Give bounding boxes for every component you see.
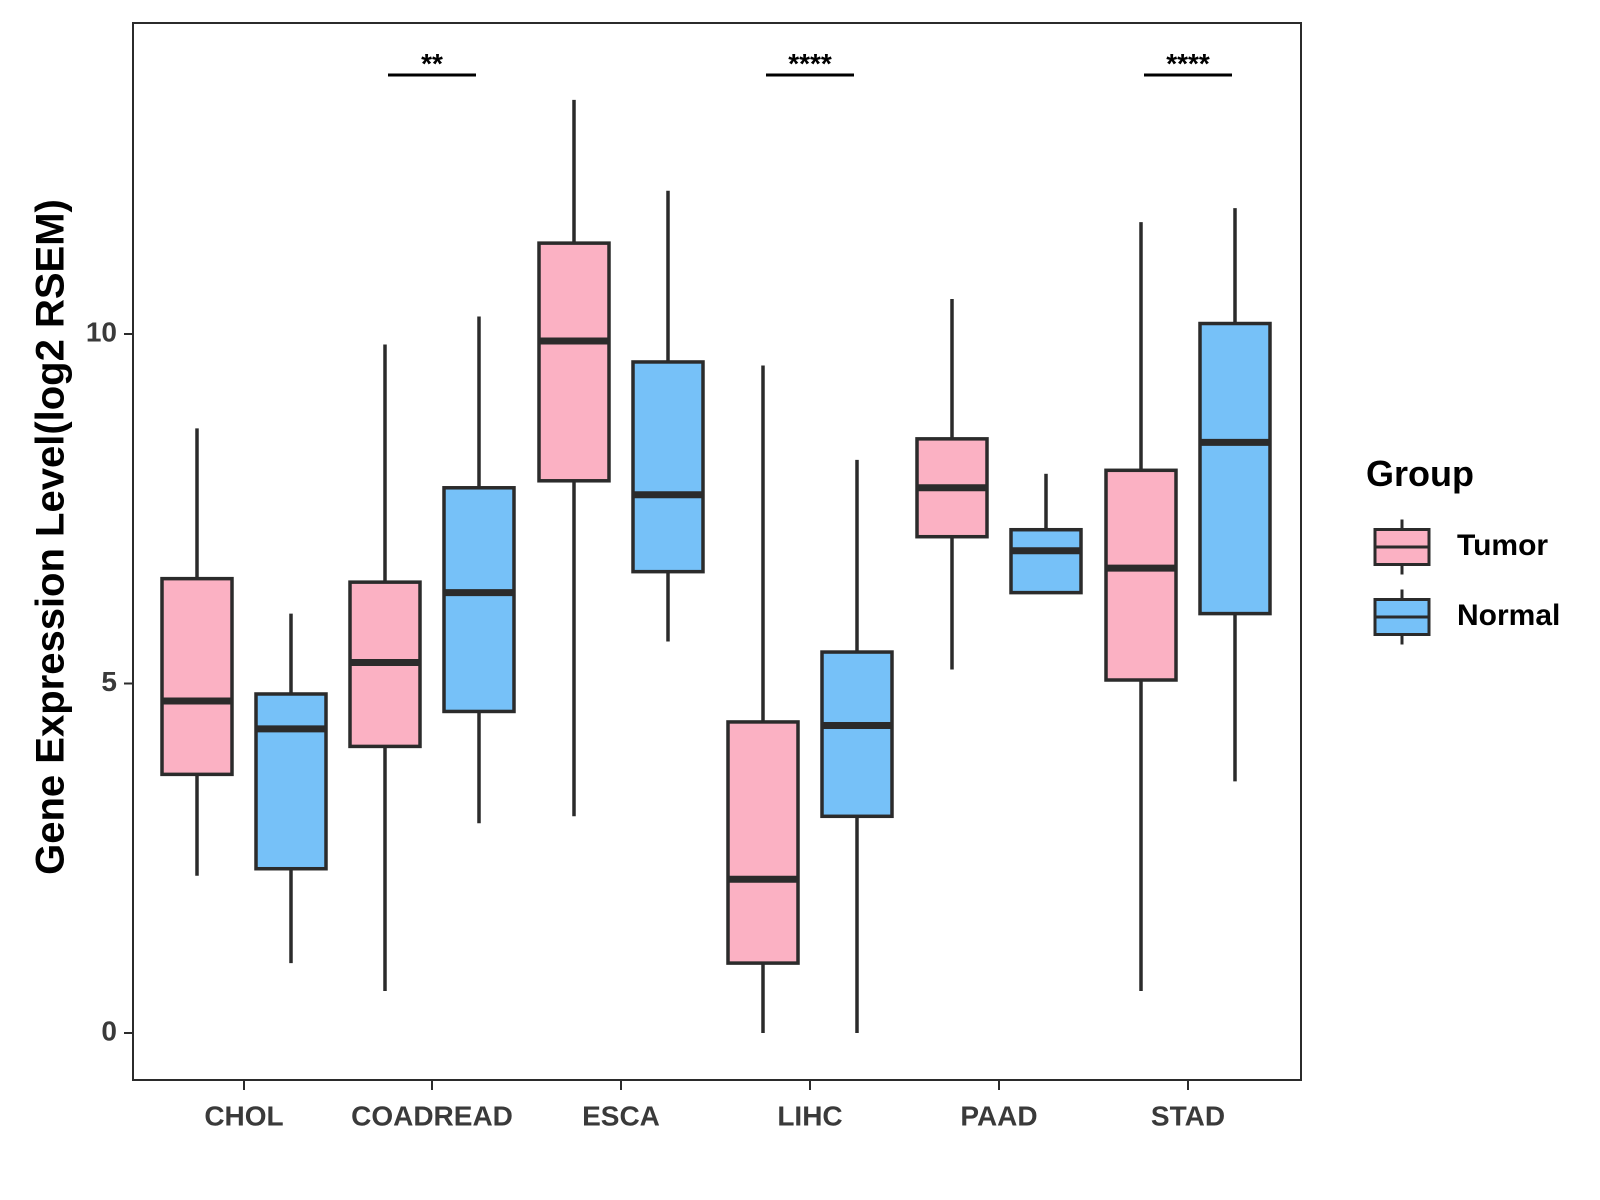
y-axis-title: Gene Expression Level(log2 RSEM)	[29, 199, 73, 875]
box-body	[254, 692, 328, 871]
legend-item-tumor: Tumor	[1373, 519, 1548, 575]
box-tumor-stad	[1104, 222, 1178, 992]
x-tick-label: STAD	[1151, 1100, 1225, 1131]
x-tick-label: CHOL	[204, 1100, 283, 1131]
box-tumor-paad	[915, 299, 989, 670]
box-body	[726, 720, 800, 965]
box-body	[631, 360, 705, 574]
box-body	[442, 486, 516, 714]
box-normal-paad	[1009, 473, 1083, 595]
box-tumor-lihc	[726, 365, 800, 1033]
box-normal-esca	[631, 190, 705, 642]
x-tick-label: LIHC	[777, 1100, 842, 1131]
panel-border	[132, 22, 1302, 1081]
significance-label: ****	[788, 48, 832, 79]
box-tumor-coadread	[348, 344, 422, 992]
box-body	[537, 241, 611, 483]
box-body	[820, 650, 894, 819]
x-tick-label: ESCA	[582, 1100, 660, 1131]
box-body	[1104, 468, 1178, 682]
box-tumor-esca	[537, 99, 611, 817]
box-body	[160, 576, 234, 777]
y-tick-label: 0	[101, 1015, 117, 1046]
y-tick-label: 10	[86, 316, 117, 347]
legend-label: Normal	[1457, 599, 1560, 632]
box-normal-coadread	[442, 316, 516, 824]
x-tick-label: PAAD	[960, 1100, 1037, 1131]
box-normal-stad	[1198, 208, 1272, 782]
box-normal-chol	[254, 613, 328, 964]
box-tumor-chol	[160, 428, 234, 876]
significance-label: **	[421, 48, 443, 79]
x-tick-label: COADREAD	[351, 1100, 513, 1131]
box-body	[1198, 321, 1272, 616]
y-tick-label: 5	[101, 666, 117, 697]
significance-label: ****	[1166, 48, 1210, 79]
legend-item-normal: Normal	[1373, 589, 1560, 645]
box-normal-lihc	[820, 459, 894, 1033]
box-body	[1009, 527, 1083, 595]
legend-label: Tumor	[1457, 529, 1548, 562]
legend-title: Group	[1366, 453, 1474, 494]
legend: Group Tumor Normal	[1366, 453, 1560, 645]
